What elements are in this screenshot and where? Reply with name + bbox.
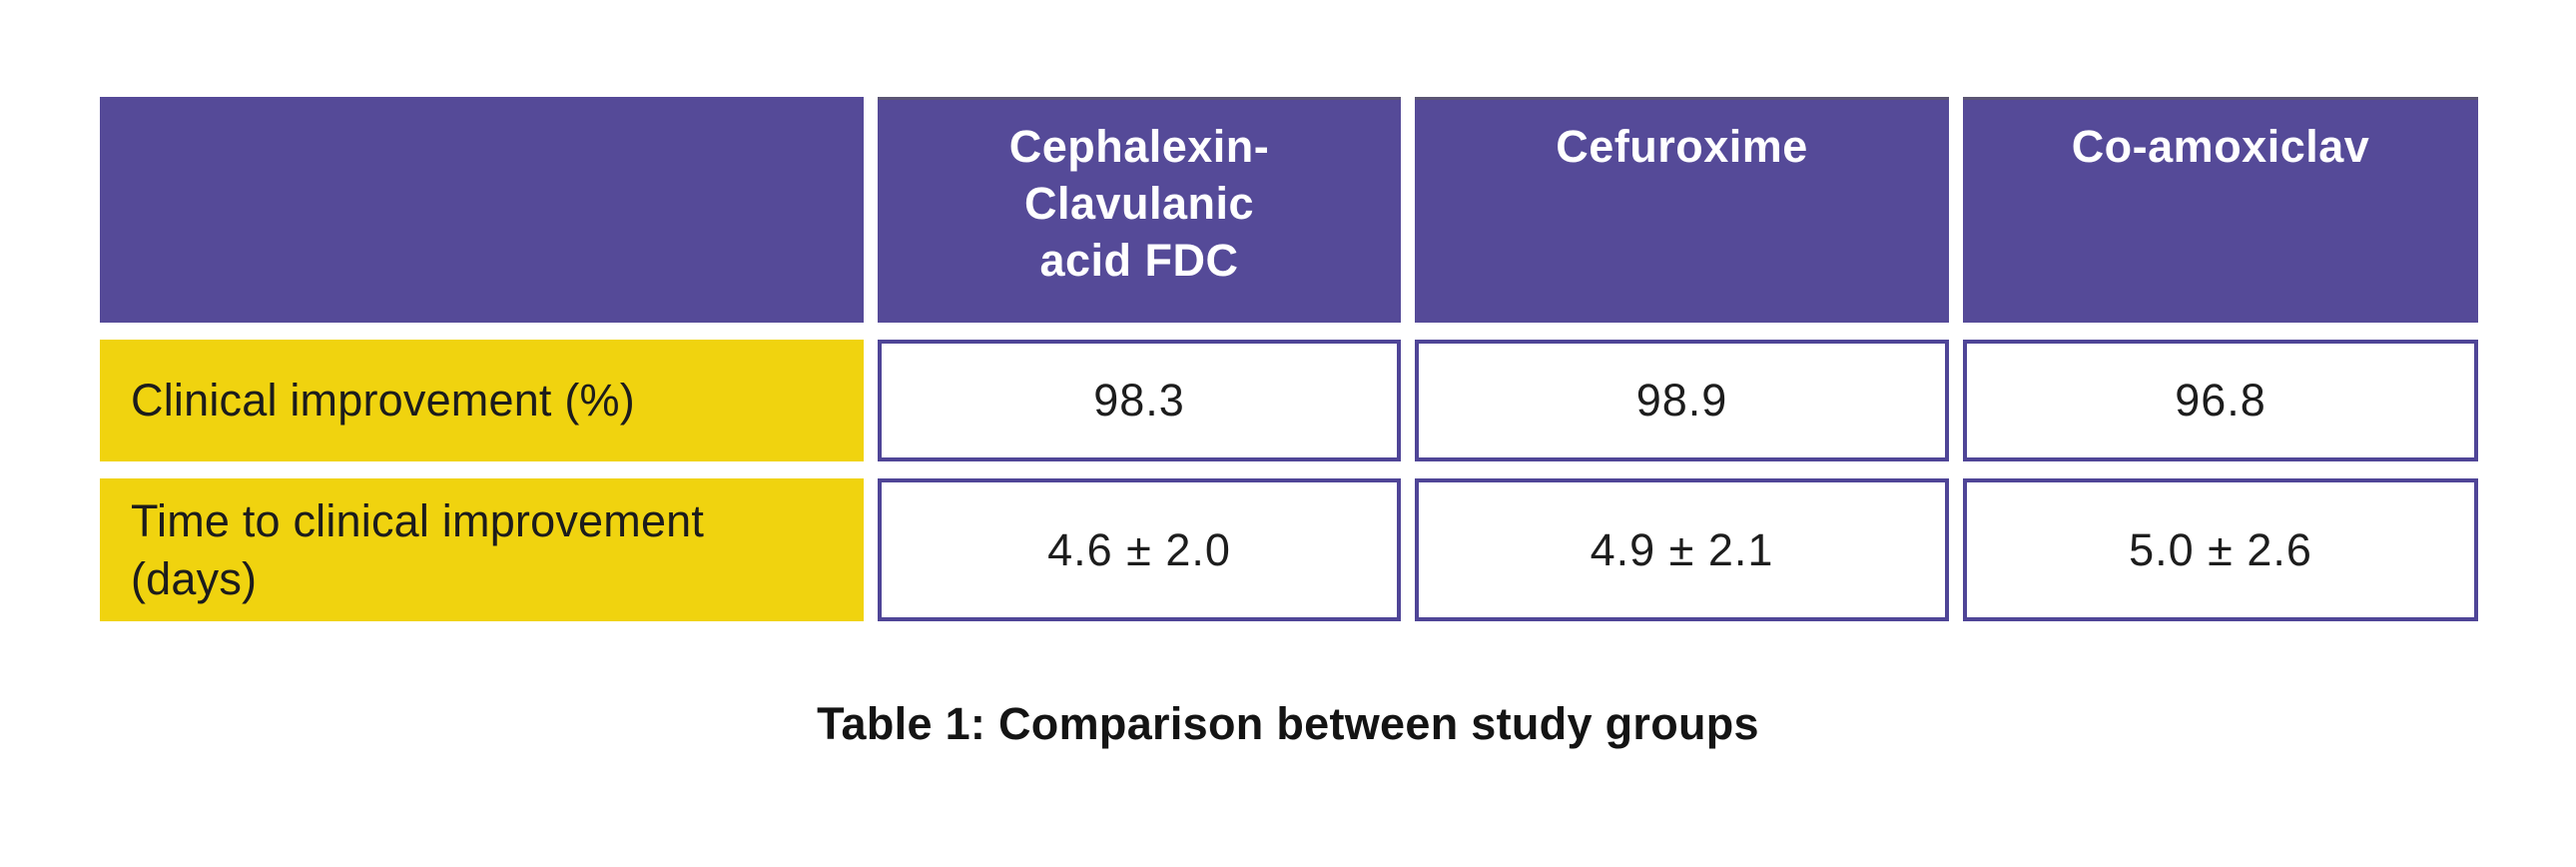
value-time-to-improvement-cephalexin: 4.6 ± 2.0 <box>878 478 1401 621</box>
value-clinical-improvement-cephalexin: 98.3 <box>878 340 1401 461</box>
column-header-cephalexin-clavulanic-fdc: Cephalexin- Clavulanic acid FDC <box>878 97 1401 323</box>
row-label-time-to-clinical-improvement: Time to clinical improvement (days) <box>100 478 864 621</box>
comparison-table: Cephalexin- Clavulanic acid FDC Cefuroxi… <box>100 97 2478 621</box>
row-label-clinical-improvement: Clinical improvement (%) <box>100 340 864 461</box>
value-time-to-improvement-cefuroxime: 4.9 ± 2.1 <box>1415 478 1949 621</box>
column-header-co-amoxiclav: Co-amoxiclav <box>1963 97 2478 323</box>
column-header-cefuroxime: Cefuroxime <box>1415 97 1949 323</box>
table-caption: Table 1: Comparison between study groups <box>817 698 1759 749</box>
value-clinical-improvement-co-amoxiclav: 96.8 <box>1963 340 2478 461</box>
table-corner-cell <box>100 97 864 323</box>
value-time-to-improvement-co-amoxiclav: 5.0 ± 2.6 <box>1963 478 2478 621</box>
value-clinical-improvement-cefuroxime: 98.9 <box>1415 340 1949 461</box>
